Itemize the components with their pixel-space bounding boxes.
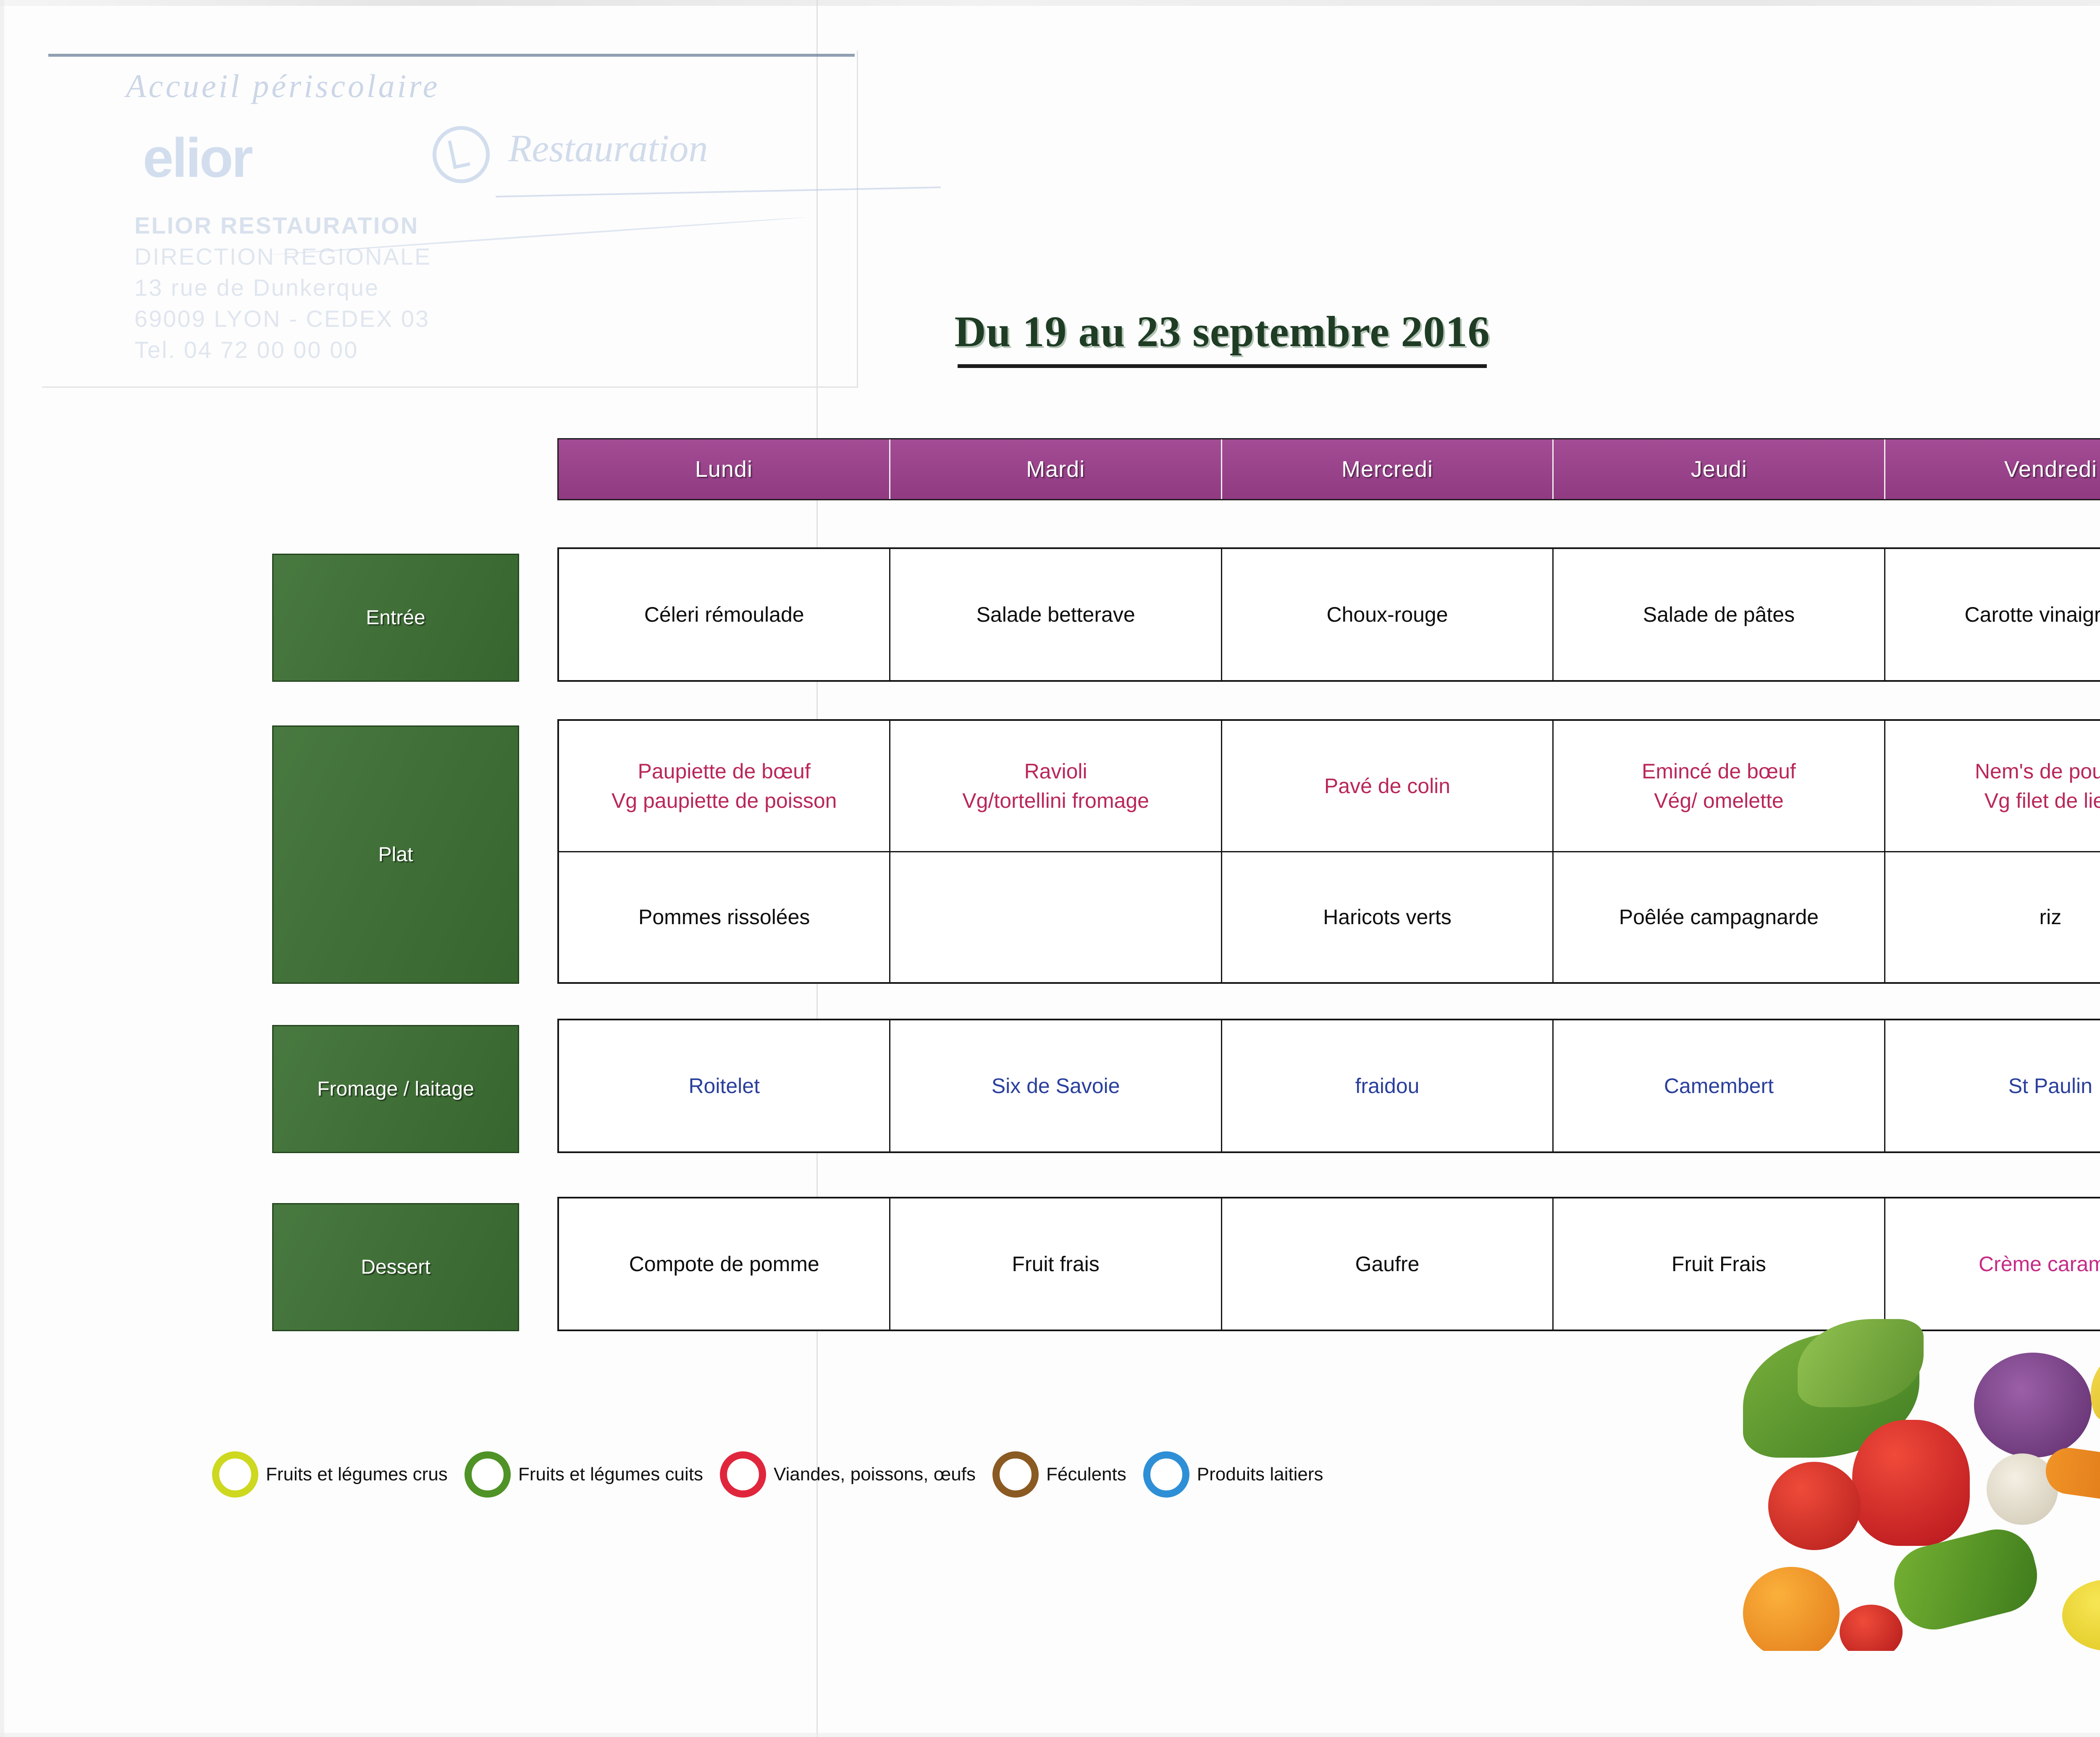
produits-laitiers-icon bbox=[1143, 1451, 1189, 1498]
menu-cell-plat-lundi: Paupiette de bœuf Vg paupiette de poisso… bbox=[559, 721, 891, 851]
legend-label: Produits laitiers bbox=[1197, 1464, 1323, 1485]
letterhead-address-line-5: Tel. 04 72 00 00 00 bbox=[134, 336, 359, 363]
menu-cell-fromage-vendredi: St Paulin bbox=[2008, 1074, 2092, 1098]
legend-item-feculents: Féculents bbox=[992, 1451, 1126, 1498]
letterhead-handwriting: Accueil périscolaire bbox=[126, 68, 440, 104]
menu-cell-plat-mercredi: Pavé de colin bbox=[1222, 721, 1554, 851]
day-header-row: Lundi Mardi Mercredi Jeudi Vendredi bbox=[557, 438, 2100, 500]
fruits-and-vegetables-photo bbox=[1714, 1315, 2100, 1651]
menu-cell-plat-jeudi: Emincé de bœuf Vég/ omelette bbox=[1554, 721, 1885, 851]
legend-item-produits-laitiers: Produits laitiers bbox=[1143, 1451, 1323, 1498]
legend-item-fruits-legumes-cuits: Fruits et légumes cuits bbox=[464, 1451, 703, 1498]
menu-cell-entree-vendredi: Carotte vinaigrette bbox=[1964, 603, 2100, 626]
fruits-legumes-cuits-icon bbox=[464, 1451, 511, 1498]
table-row: Céleri rémoulade Salade betterave Choux-… bbox=[559, 549, 2100, 680]
page-title: Du 19 au 23 septembre 2016 bbox=[954, 307, 1490, 356]
menu-cell-dessert-mercredi: Gaufre bbox=[1222, 1198, 1554, 1330]
viandes-poissons-oeufs-icon bbox=[719, 1451, 766, 1498]
day-header-lundi: Lundi bbox=[559, 439, 890, 499]
menu-grid-fromage: Roitelet Six de Savoie fraidou Camembert… bbox=[557, 1019, 2100, 1153]
letterhead-block bbox=[42, 50, 858, 388]
red-tomato bbox=[1768, 1462, 1861, 1550]
leaf-mark-icon bbox=[433, 126, 490, 183]
legend-label: Fruits et légumes crus bbox=[266, 1464, 448, 1485]
menu-cell-dessert-mardi: Fruit frais bbox=[890, 1198, 1222, 1330]
scan-edge-top bbox=[0, 0, 2100, 6]
menu-cell-line-1: Nem's de poulet bbox=[1974, 759, 2100, 783]
menu-cell-dessert-jeudi: Fruit Frais bbox=[1554, 1198, 1885, 1330]
menu-cell-dessert-lundi: Compote de pomme bbox=[559, 1198, 891, 1330]
page-title-block: Du 19 au 23 septembre 2016 bbox=[928, 307, 1516, 368]
lemon bbox=[2062, 1579, 2100, 1651]
menu-cell-dessert-vendredi: Crème caramel bbox=[1978, 1252, 2100, 1276]
menu-cell-line-2: Vég/ omelette bbox=[1654, 788, 1784, 812]
table-row: Pommes rissolées Haricots verts Poêlée c… bbox=[559, 852, 2100, 982]
menu-cell-entree-jeudi: Salade de pâtes bbox=[1554, 549, 1885, 680]
menu-cell-plat-mardi: Ravioli Vg/tortellini fromage bbox=[890, 721, 1222, 851]
table-row: Roitelet Six de Savoie fraidou Camembert… bbox=[559, 1020, 2100, 1151]
menu-cell-line-2: Vg/tortellini fromage bbox=[962, 788, 1149, 812]
menu-cell-entree-lundi: Céleri rémoulade bbox=[559, 549, 891, 680]
scan-edge-left bbox=[0, 0, 4, 1737]
menu-cell-line-1: Ravioli bbox=[1024, 759, 1087, 783]
menu-cell-fromage-mercredi: fraidou bbox=[1222, 1020, 1554, 1151]
feculents-icon bbox=[992, 1451, 1039, 1498]
menu-cell-line-1: Pavé de colin bbox=[1324, 774, 1451, 798]
day-header-mercredi: Mercredi bbox=[1222, 439, 1554, 499]
menu-cell-garniture-jeudi: Poêlée campagnarde bbox=[1554, 852, 1885, 982]
legend-label: Viandes, poissons, œufs bbox=[773, 1464, 976, 1485]
letterhead-address-line-2: DIRECTION REGIONALE bbox=[134, 243, 432, 270]
fruits-legumes-crus-icon bbox=[212, 1451, 258, 1498]
scan-edge-bottom bbox=[0, 1733, 2100, 1737]
category-label-entree: Entrée bbox=[272, 554, 519, 682]
menu-cell-plat-vendredi: Nem's de poulet Vg filet de lieu bbox=[1885, 721, 2100, 851]
legend-item-fruits-legumes-crus: Fruits et légumes crus bbox=[212, 1451, 448, 1498]
letterhead-top-rule bbox=[48, 54, 855, 57]
legend-label: Féculents bbox=[1046, 1464, 1126, 1485]
menu-cell-fromage-lundi: Roitelet bbox=[559, 1020, 891, 1151]
letterhead-address-line-3: 13 rue de Dunkerque bbox=[134, 274, 380, 301]
menu-cell-line-1: Paupiette de bœuf bbox=[638, 759, 811, 783]
category-label-fromage: Fromage / laitage bbox=[272, 1025, 519, 1153]
table-row: Compote de pomme Fruit frais Gaufre Frui… bbox=[559, 1198, 2100, 1330]
menu-grid-plat: Paupiette de bœuf Vg paupiette de poisso… bbox=[557, 719, 2100, 984]
day-header-mardi: Mardi bbox=[890, 439, 1222, 499]
menu-cell-garniture-mardi bbox=[890, 852, 1222, 982]
menu-cell-garniture-mercredi: Haricots verts bbox=[1222, 852, 1554, 982]
menu-grid-dessert: Compote de pomme Fruit frais Gaufre Frui… bbox=[557, 1197, 2100, 1331]
menu-cell-line-2: Vg filet de lieu bbox=[1984, 788, 2100, 812]
menu-cell-line-1: Emincé de bœuf bbox=[1642, 759, 1796, 783]
menu-grid-entree: Céleri rémoulade Salade betterave Choux-… bbox=[557, 547, 2100, 682]
red-cabbage bbox=[1974, 1353, 2092, 1458]
letterhead-address-line-1: ELIOR RESTAURATION bbox=[134, 212, 419, 239]
day-header-jeudi: Jeudi bbox=[1554, 439, 1886, 499]
menu-cell-garniture-vendredi: riz bbox=[2039, 905, 2062, 929]
table-row: Paupiette de bœuf Vg paupiette de poisso… bbox=[559, 721, 2100, 852]
menu-cell-entree-mardi: Salade betterave bbox=[890, 549, 1222, 680]
category-label-dessert: Dessert bbox=[272, 1203, 519, 1331]
menu-cell-garniture-lundi: Pommes rissolées bbox=[559, 852, 891, 982]
letterhead-address: ELIOR RESTAURATION DIRECTION REGIONALE 1… bbox=[134, 210, 431, 365]
menu-cell-fromage-jeudi: Camembert bbox=[1554, 1020, 1885, 1151]
food-group-legend: Fruits et légumes crus Fruits et légumes… bbox=[212, 1451, 1323, 1498]
elior-logo: elior bbox=[143, 127, 253, 189]
legend-label: Fruits et légumes cuits bbox=[518, 1464, 703, 1485]
letterhead-address-line-4: 69009 LYON - CEDEX 03 bbox=[134, 305, 430, 332]
letterhead-signature: Restauration bbox=[508, 127, 708, 170]
cherry-tomatoes bbox=[1840, 1605, 1903, 1651]
orange-fruit bbox=[1743, 1567, 1840, 1651]
menu-cell-line-2: Vg paupiette de poisson bbox=[611, 788, 837, 812]
title-underline bbox=[958, 364, 1487, 368]
category-label-plat: Plat bbox=[272, 725, 519, 984]
red-bell-pepper bbox=[1852, 1420, 1970, 1546]
menu-cell-fromage-mardi: Six de Savoie bbox=[890, 1020, 1222, 1151]
menu-cell-entree-mercredi: Choux-rouge bbox=[1222, 549, 1554, 680]
day-header-vendredi: Vendredi bbox=[1885, 439, 2100, 499]
legend-item-viandes-poissons-oeufs: Viandes, poissons, œufs bbox=[719, 1451, 976, 1498]
